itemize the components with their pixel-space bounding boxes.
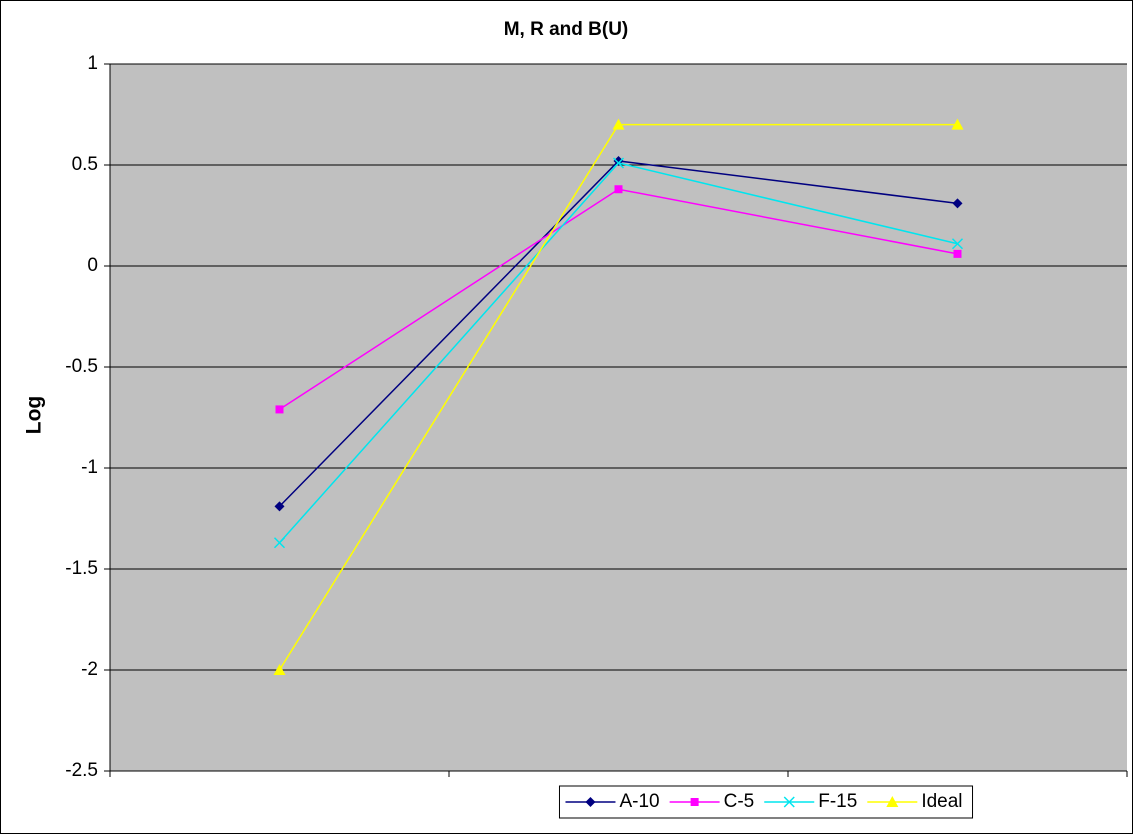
marker [273,664,286,675]
marker [612,157,625,169]
marker [275,405,284,414]
legend-item: Ideal [867,791,963,812]
y-axis-label: Log [23,396,46,434]
marker [274,501,285,512]
y-tick-label: 0.5 [72,154,98,175]
plot-area [110,64,1127,771]
marker [886,796,899,807]
y-tick-label: 1 [87,53,98,74]
y-tick-label: -1.5 [65,558,98,579]
marker [951,118,964,130]
marker [585,797,596,807]
marker [690,798,699,806]
legend-item: F-15 [764,791,857,812]
legend-label: Ideal [921,791,962,812]
legend-label: F-15 [818,791,857,812]
legend-item: A-10 [565,791,660,812]
marker [951,238,964,250]
legend: A-10 C-5 F-15 Ideal [558,785,974,819]
marker [952,198,963,209]
y-tick-label: -2 [81,659,98,680]
marker [612,118,625,130]
marker [273,537,286,549]
y-tick-label: -0.5 [65,356,98,377]
chart-title: M, R and B(U) [504,19,629,40]
legend-label: C-5 [724,791,755,812]
y-tick-label: -2.5 [65,760,98,781]
y-tick-label: -1 [81,457,98,478]
marker [953,249,962,258]
legend-item: C-5 [669,791,755,812]
legend-label: A-10 [619,791,659,812]
marker [783,796,795,808]
marker [614,185,623,194]
y-tick-label: 0 [87,255,98,276]
